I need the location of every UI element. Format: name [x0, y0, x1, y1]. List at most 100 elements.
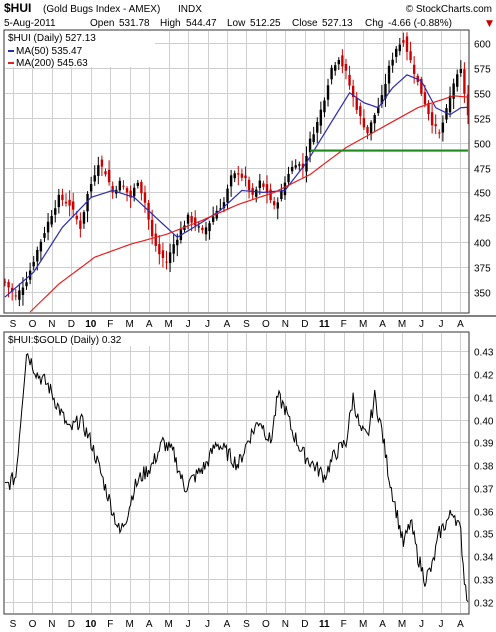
- price-bar-body: [359, 106, 362, 117]
- price-bar-body: [79, 220, 82, 229]
- price-bar-body: [3, 281, 7, 283]
- price-x-tick-label: M: [164, 319, 172, 330]
- price-bar-body: [262, 183, 265, 187]
- price-x-tick-label: J: [186, 319, 191, 330]
- price-bar-body: [427, 102, 430, 115]
- price-y-tick-label: 375: [474, 264, 491, 275]
- price-bar-body: [369, 122, 373, 135]
- price-bar-body: [129, 190, 132, 198]
- price-bar-body: [316, 121, 319, 133]
- price-bar-body: [362, 118, 366, 128]
- price-bar-body: [441, 122, 445, 133]
- price-y-tick-label: 575: [474, 65, 491, 76]
- price-bar-body: [240, 173, 244, 178]
- price-bar-body: [380, 95, 384, 104]
- ma50-legend-label: MA(50) 535.47: [16, 46, 83, 57]
- price-bar-body: [265, 184, 269, 194]
- price-bar-body: [258, 180, 262, 188]
- ratio-x-tick-label: D: [68, 619, 75, 630]
- ratio-y-tick-label: 0.42: [474, 371, 494, 382]
- ratio-x-tick-label: M: [126, 619, 134, 630]
- price-bar-body: [233, 173, 236, 179]
- price-bar-body: [283, 182, 287, 196]
- price-bar-body: [466, 94, 470, 116]
- price-bar-body: [226, 188, 229, 203]
- ratio-x-tick-label: A: [224, 619, 231, 630]
- copyright-text: © StockCharts.com: [406, 4, 492, 15]
- price-bar-body: [165, 261, 168, 263]
- price-x-tick-label: J: [419, 319, 424, 330]
- low-label: Low: [227, 18, 246, 29]
- price-bar-body: [197, 226, 201, 228]
- price-bar-body: [68, 199, 71, 206]
- price-bar-body: [402, 40, 405, 43]
- chg-label: Chg: [365, 18, 383, 29]
- index-name: (Gold Bugs Index - AMEX): [43, 4, 160, 15]
- price-bar-body: [290, 167, 294, 172]
- price-bar-body: [89, 184, 93, 192]
- price-y-tick-label: 500: [474, 140, 491, 151]
- ratio-x-tick-label: J: [205, 619, 210, 630]
- ratio-y-tick-label: 0.39: [474, 439, 494, 450]
- price-bar-body: [344, 64, 348, 71]
- price-bar-body: [75, 215, 78, 220]
- price-bar-body: [136, 182, 139, 186]
- price-legend-box: [5, 31, 155, 67]
- ratio-y-tick-label: 0.32: [474, 599, 494, 610]
- ratio-x-tick-label: J: [419, 619, 424, 630]
- ratio-x-tick-label: O: [29, 619, 37, 630]
- ratio-y-tick-label: 0.36: [474, 508, 494, 519]
- symbol-title: $HUI: [4, 1, 31, 15]
- price-y-tick-label: 525: [474, 115, 491, 126]
- ratio-y-tick-label: 0.35: [474, 530, 494, 541]
- low-value: 512.25: [250, 18, 281, 29]
- ratio-y-tick-label: 0.41: [474, 394, 494, 405]
- ratio-panel-frame: [3, 331, 470, 615]
- price-bar-body: [50, 216, 53, 225]
- price-bar-body: [373, 115, 376, 124]
- price-bar-body: [366, 126, 369, 134]
- price-bar-body: [244, 175, 247, 179]
- ratio-y-axis: 0.43 0.42 0.41 0.40 0.39 0.38 0.37 0.36 0.35 0.34…: [474, 348, 494, 610]
- price-bar-body: [301, 163, 305, 168]
- price-bar-body: [312, 134, 315, 143]
- high-value: 544.47: [186, 18, 217, 29]
- price-bar-body: [463, 69, 466, 94]
- price-bar-body: [337, 60, 340, 65]
- ratio-x-tick-label: F: [341, 619, 347, 630]
- ratio-x-tick-label: M: [398, 619, 406, 630]
- price-bar-body: [430, 112, 434, 126]
- ratio-x-tick-label: A: [379, 619, 386, 630]
- price-panel-frame: [3, 29, 470, 314]
- price-bar-body: [247, 179, 251, 191]
- price-bar-body: [395, 48, 398, 57]
- price-x-tick-label: D: [68, 319, 75, 330]
- chg-value: -4.66 (-0.88%): [388, 18, 452, 29]
- price-x-tick-label: A: [379, 319, 386, 330]
- close-value: 527.13: [322, 18, 353, 29]
- ratio-y-tick-label: 0.40: [474, 417, 494, 428]
- price-bar-body: [391, 59, 394, 66]
- price-bar-body: [211, 216, 215, 222]
- quote-date: 5-Aug-2011: [4, 18, 56, 29]
- price-bar-body: [43, 233, 46, 238]
- ratio-x-tick-label: S: [243, 619, 250, 630]
- price-y-tick-label: 400: [474, 239, 491, 250]
- exchange-label: INDX: [178, 4, 202, 15]
- price-bar-body: [104, 171, 107, 175]
- price-x-tick-label: N: [48, 319, 55, 330]
- price-bar-body: [330, 67, 333, 80]
- price-bar-body: [384, 83, 387, 99]
- price-x-tick-label: 10: [85, 319, 97, 330]
- price-bar-body: [168, 252, 172, 264]
- price-bar-body: [143, 192, 147, 203]
- price-x-tick-label: O: [262, 319, 270, 330]
- ratio-y-tick-label: 0.43: [474, 348, 494, 359]
- ratio-y-tick-label: 0.34: [474, 553, 494, 564]
- ma50-line: [4, 74, 469, 298]
- price-bar-body: [219, 208, 222, 210]
- price-bar-body: [351, 85, 355, 98]
- price-bar-body: [172, 244, 175, 254]
- ma200-legend-label: MA(200) 545.63: [16, 58, 88, 69]
